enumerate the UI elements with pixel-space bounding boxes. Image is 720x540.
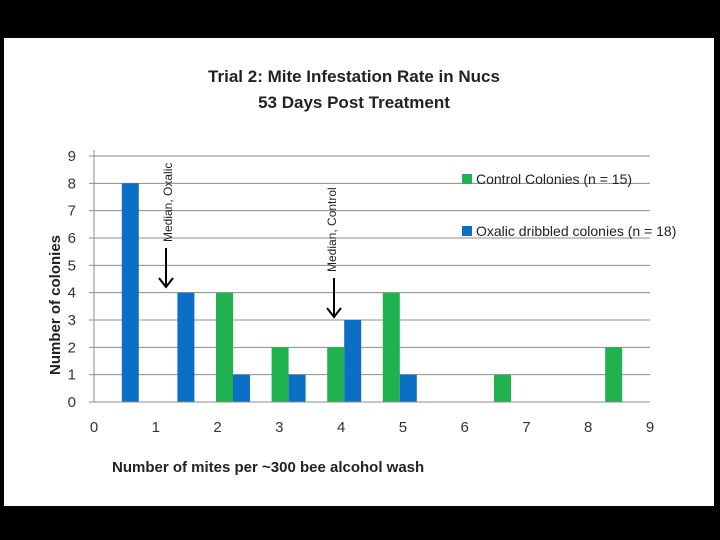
- legend-label-control: Control Colonies (n = 15): [476, 171, 632, 187]
- legend-label-oxalic: Oxalic dribbled colonies (n = 18): [476, 223, 676, 239]
- chart: Trial 2: Mite Infestation Rate in Nucs 5…: [47, 67, 676, 476]
- y-tick-label-5: 5: [68, 257, 76, 274]
- y-tick-label-3: 3: [68, 312, 76, 329]
- bar-control-7: [494, 374, 511, 402]
- bar-control-4: [327, 347, 345, 402]
- x-axis-label: Number of mites per ~300 bee alcohol was…: [112, 459, 424, 476]
- median-oxalic-arrow-head: [158, 277, 174, 289]
- axes: [89, 150, 650, 403]
- x-tick-label-0: 0: [90, 419, 98, 436]
- bar-oxalic-1: [177, 292, 195, 402]
- median-oxalic-label: Median, Oxalic: [161, 163, 175, 242]
- x-tick-label-9: 9: [646, 419, 654, 436]
- y-axis-label: Number of colonies: [47, 235, 64, 375]
- y-tick-labels: 0 1 2 3 4 5 6 7 8 9: [68, 148, 76, 411]
- median-control-label: Median, Control: [325, 187, 339, 272]
- median-control-annotation: Median, Control: [325, 187, 342, 319]
- y-tick-label-0: 0: [68, 394, 76, 411]
- x-tick-label-6: 6: [460, 419, 468, 436]
- median-control-arrow-head: [326, 307, 342, 319]
- x-tick-label-4: 4: [337, 419, 345, 436]
- y-tick-label-4: 4: [68, 285, 76, 302]
- bar-oxalic-3: [288, 374, 306, 402]
- y-tick-label-2: 2: [68, 339, 76, 356]
- median-oxalic-annotation: Median, Oxalic: [158, 163, 175, 289]
- legend-swatch-oxalic: [462, 226, 472, 236]
- bar-control-5: [382, 292, 400, 402]
- y-tick-label-8: 8: [68, 175, 76, 192]
- bar-oxalic-0: [121, 183, 139, 402]
- y-tick-label-6: 6: [68, 230, 76, 247]
- bar-oxalic-5: [399, 374, 417, 402]
- y-tick-label-9: 9: [68, 148, 76, 165]
- chart-title-line-1: Trial 2: Mite Infestation Rate in Nucs: [208, 67, 500, 86]
- legend: Control Colonies (n = 15) Oxalic dribble…: [462, 171, 676, 239]
- bar-oxalic-4: [344, 320, 362, 402]
- x-tick-label-8: 8: [584, 419, 592, 436]
- y-tick-label-1: 1: [68, 367, 76, 384]
- bars: [121, 183, 623, 402]
- bar-control-9: [605, 347, 623, 402]
- chart-title-line-2: 53 Days Post Treatment: [258, 93, 450, 112]
- legend-swatch-control: [462, 174, 472, 184]
- slide: Trial 2: Mite Infestation Rate in Nucs 5…: [4, 38, 714, 506]
- y-tick-label-7: 7: [68, 203, 76, 220]
- x-tick-label-3: 3: [275, 419, 283, 436]
- bar-control-2: [216, 292, 233, 402]
- bar-control-3: [271, 347, 289, 402]
- x-tick-label-5: 5: [399, 419, 407, 436]
- bar-oxalic-2: [233, 374, 250, 402]
- x-tick-labels: 0 1 2 3 4 5 6 7 8 9: [90, 419, 654, 436]
- x-tick-label-7: 7: [522, 419, 530, 436]
- x-tick-label-2: 2: [213, 419, 221, 436]
- x-tick-label-1: 1: [152, 419, 160, 436]
